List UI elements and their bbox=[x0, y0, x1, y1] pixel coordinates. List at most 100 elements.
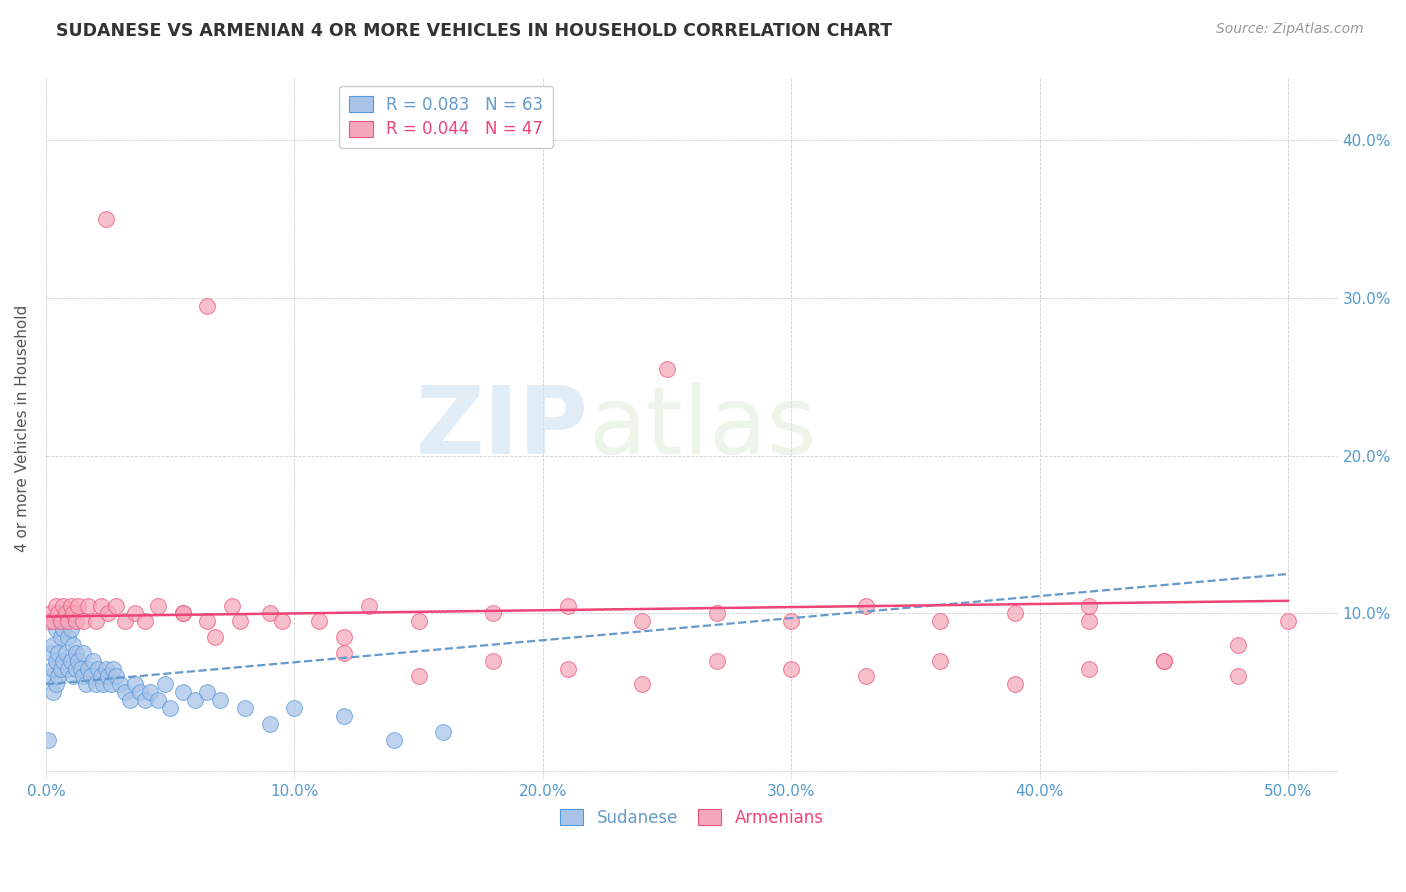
Point bbox=[101, 662, 124, 676]
Point bbox=[67, 654, 90, 668]
Point bbox=[146, 693, 169, 707]
Text: atlas: atlas bbox=[589, 382, 817, 475]
Point bbox=[65, 615, 87, 629]
Point bbox=[482, 654, 505, 668]
Point bbox=[55, 646, 77, 660]
Point bbox=[55, 615, 77, 629]
Point bbox=[432, 724, 454, 739]
Point bbox=[333, 630, 356, 644]
Point bbox=[139, 685, 162, 699]
Point bbox=[84, 677, 107, 691]
Point bbox=[134, 615, 156, 629]
Point bbox=[197, 685, 219, 699]
Point bbox=[208, 693, 231, 707]
Point bbox=[221, 599, 243, 613]
Point bbox=[52, 599, 75, 613]
Point bbox=[283, 701, 305, 715]
Point bbox=[84, 615, 107, 629]
Point bbox=[855, 599, 877, 613]
Point bbox=[45, 677, 67, 691]
Point bbox=[1227, 669, 1250, 683]
Point bbox=[69, 662, 91, 676]
Point bbox=[75, 677, 97, 691]
Point bbox=[45, 622, 67, 636]
Point bbox=[65, 662, 87, 676]
Point bbox=[706, 654, 728, 668]
Point bbox=[655, 362, 678, 376]
Point bbox=[49, 630, 72, 644]
Point bbox=[62, 669, 84, 683]
Point bbox=[42, 638, 65, 652]
Point bbox=[780, 662, 803, 676]
Text: SUDANESE VS ARMENIAN 4 OR MORE VEHICLES IN HOUSEHOLD CORRELATION CHART: SUDANESE VS ARMENIAN 4 OR MORE VEHICLES … bbox=[56, 22, 893, 40]
Point bbox=[45, 654, 67, 668]
Point bbox=[48, 646, 70, 660]
Point bbox=[82, 654, 104, 668]
Point bbox=[631, 677, 654, 691]
Point bbox=[48, 669, 70, 683]
Point bbox=[228, 615, 250, 629]
Point bbox=[52, 622, 75, 636]
Point bbox=[42, 685, 65, 699]
Point bbox=[408, 615, 430, 629]
Point bbox=[65, 646, 87, 660]
Point bbox=[48, 615, 70, 629]
Point bbox=[58, 615, 80, 629]
Point bbox=[90, 669, 112, 683]
Point bbox=[39, 607, 62, 621]
Point bbox=[184, 693, 207, 707]
Point bbox=[37, 732, 59, 747]
Point bbox=[67, 599, 90, 613]
Point bbox=[408, 669, 430, 683]
Point bbox=[333, 709, 356, 723]
Point bbox=[59, 654, 82, 668]
Legend: Sudanese, Armenians: Sudanese, Armenians bbox=[554, 803, 831, 834]
Point bbox=[94, 212, 117, 227]
Point bbox=[1078, 615, 1101, 629]
Point bbox=[39, 669, 62, 683]
Point bbox=[49, 615, 72, 629]
Point bbox=[159, 701, 181, 715]
Point bbox=[91, 677, 114, 691]
Point bbox=[110, 677, 132, 691]
Point bbox=[79, 669, 101, 683]
Point bbox=[172, 685, 194, 699]
Point bbox=[204, 630, 226, 644]
Point bbox=[482, 607, 505, 621]
Point bbox=[59, 599, 82, 613]
Point bbox=[382, 732, 405, 747]
Y-axis label: 4 or more Vehicles in Household: 4 or more Vehicles in Household bbox=[15, 304, 30, 552]
Point bbox=[1078, 662, 1101, 676]
Point bbox=[58, 662, 80, 676]
Point bbox=[271, 615, 294, 629]
Point bbox=[114, 685, 136, 699]
Point bbox=[855, 669, 877, 683]
Point bbox=[42, 615, 65, 629]
Point bbox=[77, 599, 100, 613]
Point bbox=[129, 685, 152, 699]
Point bbox=[172, 607, 194, 621]
Point bbox=[120, 693, 142, 707]
Point bbox=[631, 615, 654, 629]
Point bbox=[49, 662, 72, 676]
Point bbox=[357, 599, 380, 613]
Point bbox=[62, 638, 84, 652]
Point bbox=[52, 654, 75, 668]
Point bbox=[100, 677, 122, 691]
Point bbox=[104, 599, 127, 613]
Point bbox=[1153, 654, 1175, 668]
Point bbox=[929, 615, 952, 629]
Point bbox=[58, 630, 80, 644]
Point bbox=[172, 607, 194, 621]
Point bbox=[114, 615, 136, 629]
Point bbox=[233, 701, 256, 715]
Point bbox=[124, 677, 146, 691]
Point bbox=[1004, 677, 1026, 691]
Point bbox=[55, 607, 77, 621]
Point bbox=[72, 615, 94, 629]
Point bbox=[929, 654, 952, 668]
Point bbox=[146, 599, 169, 613]
Point bbox=[557, 662, 579, 676]
Point bbox=[333, 646, 356, 660]
Point bbox=[308, 615, 330, 629]
